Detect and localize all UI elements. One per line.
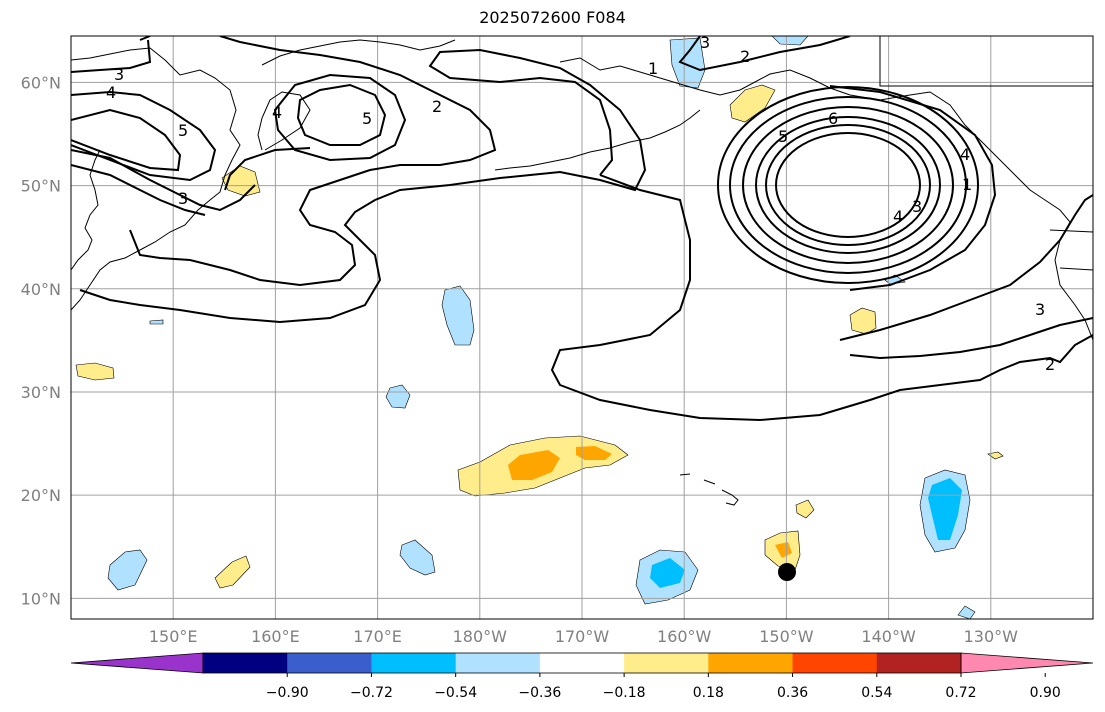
contour-label: 3 (700, 33, 710, 52)
map-title: 2025072600 F084 (479, 8, 626, 27)
contour-label: 5 (778, 127, 788, 146)
contour-label: 2 (1045, 355, 1055, 374)
colorbar-segment (876, 653, 962, 673)
longitude-label: 180°W (453, 627, 508, 646)
contour-label: 1 (648, 59, 658, 78)
colorbar (70, 652, 1094, 674)
colorbar-labels: −0.90 −0.72 −0.54 −0.36 −0.18 0.18 0.36 0.54 0.7… (266, 673, 1061, 701)
longitude-label: 170°E (353, 627, 402, 646)
contour-label: 3 (178, 189, 188, 208)
longitude-label: 150°E (149, 627, 198, 646)
colorbar-tick-label: 0.54 (861, 685, 892, 701)
contour-label: 4 (893, 207, 903, 226)
latitude-label: 20°N (21, 486, 61, 505)
contour-label: 4 (272, 103, 282, 122)
colorbar-tick-label: 0.18 (693, 685, 724, 701)
contour-label: 3 (114, 65, 124, 84)
colorbar-tick-label: 0.90 (1030, 685, 1061, 701)
positive-anomaly-patch-strong (576, 446, 612, 460)
storm-marker (778, 563, 796, 581)
colorbar-extend-low (70, 652, 204, 674)
negative-anomaly-patch-strong (928, 478, 962, 540)
anomaly-shading (75, 36, 1004, 619)
longitude-label: 160°E (251, 627, 300, 646)
longitude-label: 140°W (861, 627, 916, 646)
colorbar-tick-label: 0.72 (945, 685, 976, 701)
positive-anomaly-patch (729, 84, 776, 123)
latitude-labels: 60°N 50°N 40°N 30°N 20°N 10°N (21, 73, 61, 608)
positive-anomaly-patch (849, 307, 877, 335)
negative-anomaly-patch (399, 539, 436, 576)
contour-label: 5 (178, 121, 188, 140)
latitude-label: 50°N (21, 177, 61, 196)
colorbar-extend-high (960, 652, 1094, 674)
positive-anomaly-patch (214, 555, 251, 589)
negative-anomaly-patch (441, 285, 475, 346)
colorbar-tick-label: −0.36 (518, 685, 561, 701)
longitude-label: 170°W (555, 627, 610, 646)
colorbar-tick-label: −0.72 (350, 685, 393, 701)
negative-anomaly-patch (385, 384, 411, 409)
positive-anomaly-patch (75, 362, 115, 381)
colorbar-tick-label: −0.90 (266, 685, 309, 701)
colorbar-segment (455, 653, 541, 673)
contour-label: 3 (1035, 300, 1045, 319)
colorbar-tick-label: 0.36 (777, 685, 808, 701)
colorbar-frame (202, 652, 962, 674)
contour-label: 4 (960, 145, 970, 164)
colorbar-segment (708, 653, 794, 673)
latitude-label: 30°N (21, 383, 61, 402)
contour-label: 2 (432, 97, 442, 116)
positive-anomaly-patch-strong (508, 450, 560, 480)
longitude-label: 150°W (759, 627, 814, 646)
contour-labels: 3 4 5 3 2 5 4 2 1 3 2 5 6 4 3 1 4 3 2 (106, 33, 1055, 374)
negative-anomaly-patch-strong (650, 558, 685, 588)
positive-anomaly-patch-strong (775, 542, 792, 558)
contour-label: 1 (962, 175, 972, 194)
longitude-label: 160°W (657, 627, 712, 646)
positive-anomaly-patch (987, 451, 1004, 460)
latitude-label: 10°N (21, 589, 61, 608)
contour-label: 5 (362, 109, 372, 128)
longitude-labels: 150°E 160°E 170°E 180°W 170°W 160°W 150°W 140°W… (149, 627, 1018, 646)
colorbar-segment (539, 653, 625, 673)
colorbar-tick-label: −0.18 (603, 685, 646, 701)
negative-anomaly-patch (957, 605, 976, 619)
negative-anomaly-patch (107, 549, 148, 591)
negative-anomaly-patch (149, 319, 164, 325)
latitude-label: 40°N (21, 280, 61, 299)
colorbar-segment (203, 653, 288, 673)
gridlines (71, 36, 1093, 619)
negative-anomaly-patch (669, 37, 706, 89)
longitude-label: 130°W (964, 627, 1019, 646)
colorbar-segment (792, 653, 878, 673)
colorbar-segment (624, 653, 709, 673)
contour-lines (71, 36, 1093, 422)
latitude-label: 60°N (21, 73, 61, 92)
contour-label: 2 (740, 47, 750, 66)
contour-label: 3 (912, 197, 922, 216)
contour-label: 4 (106, 83, 116, 102)
positive-anomaly-patch (795, 499, 815, 519)
colorbar-segment (287, 653, 372, 673)
contour-label: 6 (828, 109, 838, 128)
colorbar-tick-label: −0.54 (434, 685, 477, 701)
map-frame (70, 35, 1094, 620)
colorbar-segment (371, 653, 457, 673)
negative-anomaly-patch (771, 36, 809, 46)
